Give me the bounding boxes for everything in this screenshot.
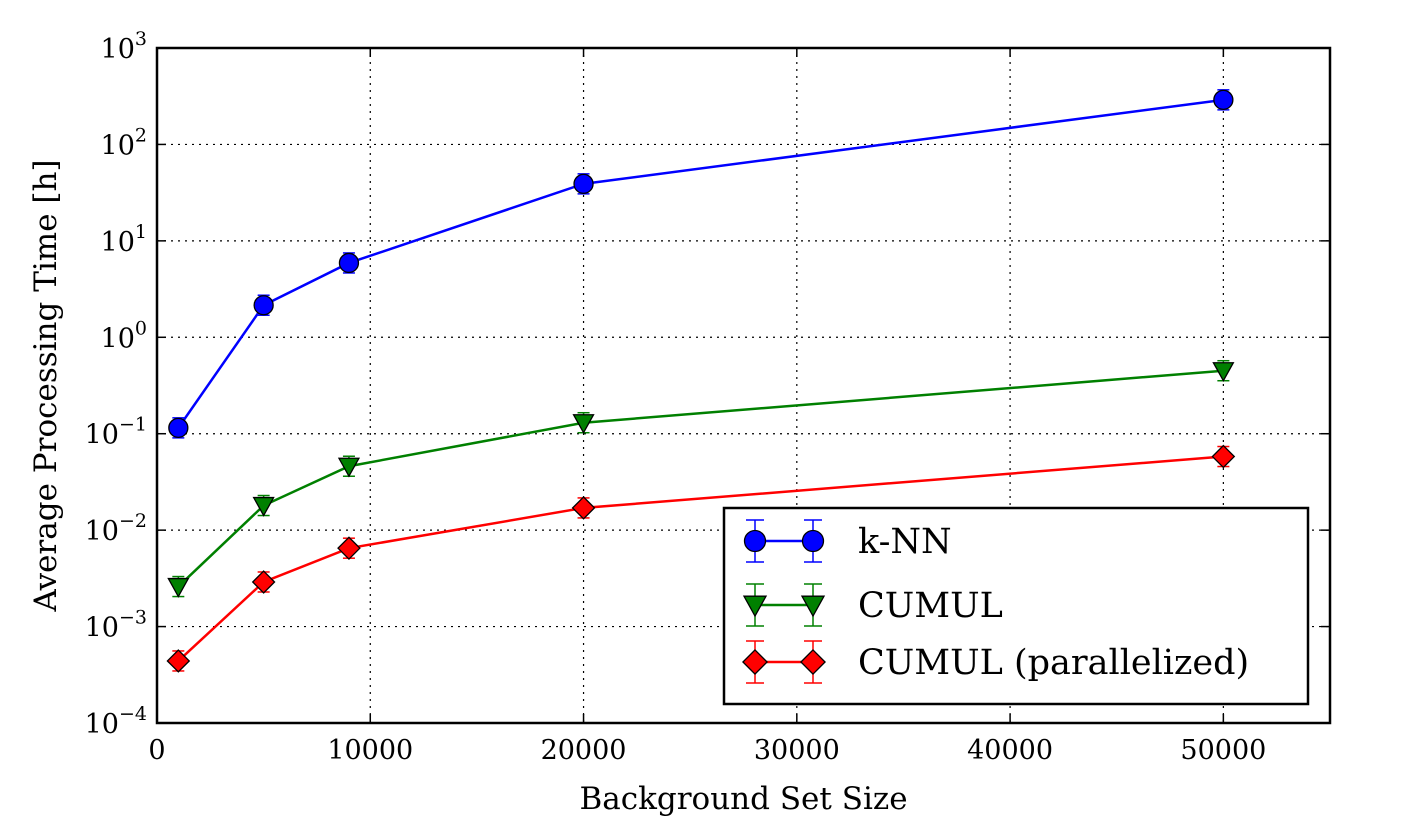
series-line [177, 98, 1224, 429]
data-point [573, 173, 594, 195]
data-point [1211, 444, 1236, 469]
y-tick-label: 102 [101, 124, 147, 161]
x-tick-label: 10000 [327, 735, 413, 766]
series-2 [167, 359, 1235, 598]
series-3 [166, 444, 1236, 673]
data-point [251, 570, 276, 594]
data-point [338, 252, 360, 274]
y-tick-label: 10−3 [85, 607, 147, 644]
data-point [252, 496, 275, 517]
x-tick-label: 50000 [1180, 735, 1266, 766]
plot-frame [155, 46, 1332, 725]
data-point [1213, 89, 1234, 110]
y-axis-label: Average Processing Time [h] [28, 159, 64, 612]
data-point [1212, 362, 1235, 383]
data-point [337, 536, 361, 561]
legend-marker [800, 595, 826, 618]
x-tick-label: 20000 [541, 735, 627, 766]
series-1 [168, 89, 1234, 439]
x-axis-label: Background Set Size [579, 781, 907, 817]
legend-marker [801, 529, 825, 553]
axis-ticks: 0 10000 20000 30000 40000 50000 10−4 10−3 10−2 10… [85, 28, 1330, 766]
data-point [572, 414, 595, 435]
data-point [167, 577, 190, 598]
data-point [253, 295, 274, 316]
legend-marker [800, 649, 826, 675]
legend-marker [742, 595, 768, 618]
y-tick-label: 100 [101, 317, 147, 354]
legend: k-NN CUMUL CUMUL (parallelized) [722, 506, 1310, 706]
y-tick-label: 10−1 [85, 414, 147, 451]
data-point [168, 417, 189, 439]
x-tick-label: 30000 [754, 735, 840, 766]
y-tick-label: 101 [101, 221, 147, 258]
legend-label: k-NN [858, 522, 952, 562]
plot-series [166, 89, 1236, 673]
y-tick-label: 10−2 [85, 510, 147, 547]
legend-label: CUMUL [858, 586, 1003, 626]
y-tick-label: 10−4 [85, 703, 147, 740]
legend-label: CUMUL (parallelized) [858, 643, 1249, 683]
grid-lines [157, 48, 1330, 723]
x-tick-label: 0 [148, 735, 165, 766]
data-point [166, 649, 191, 673]
legend-marker [742, 649, 768, 675]
x-tick-label: 40000 [967, 735, 1053, 766]
data-point [571, 496, 596, 520]
y-tick-label: 103 [101, 28, 147, 65]
data-point [337, 457, 361, 478]
legend-marker [743, 529, 767, 553]
